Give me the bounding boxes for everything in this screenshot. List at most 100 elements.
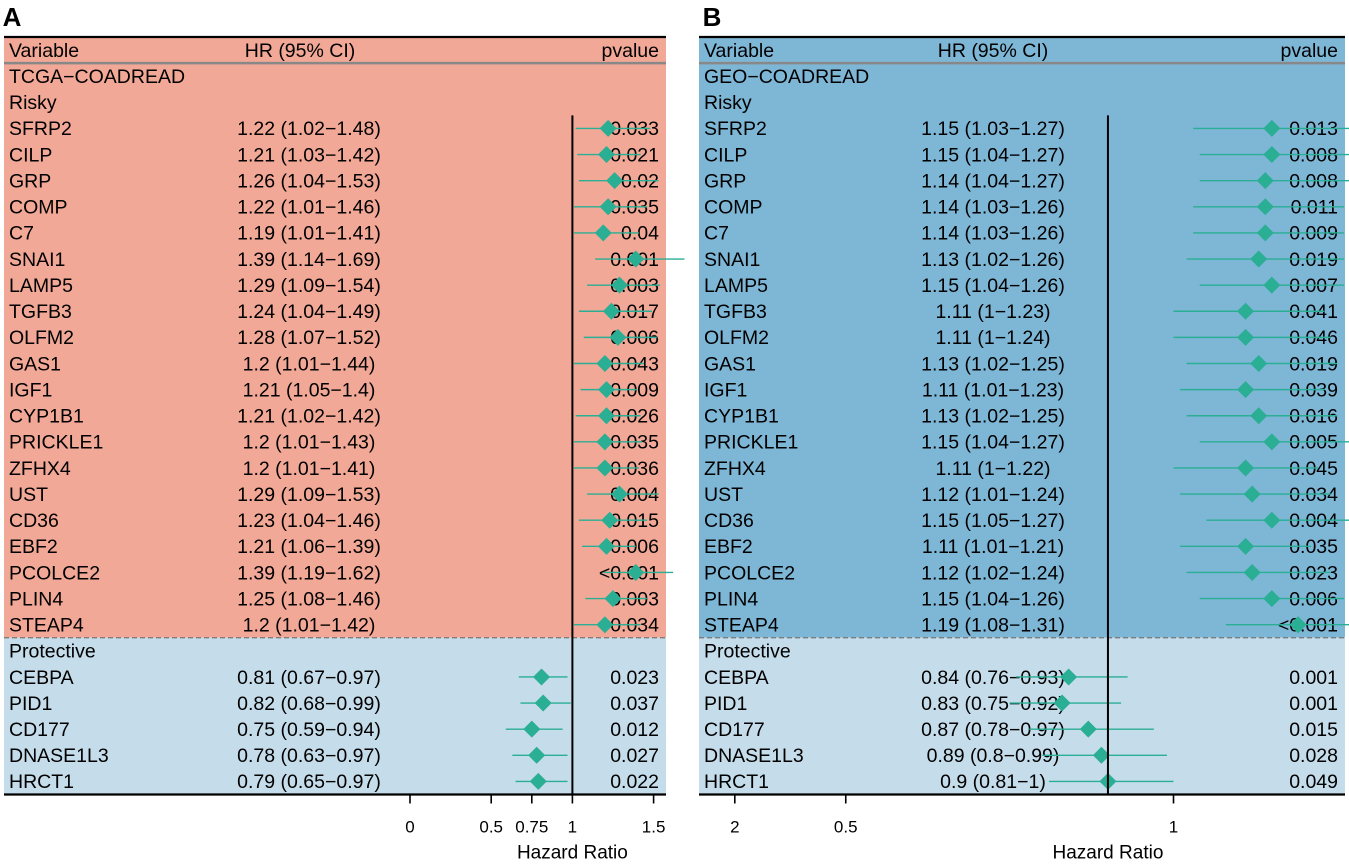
row-variable-gas1: GAS1 <box>704 353 756 375</box>
row-variable-dnase1l3: DNASE1L3 <box>9 745 109 767</box>
row-variable-hrct1: HRCT1 <box>9 771 74 793</box>
row-variable-tgfb3: TGFB3 <box>704 301 767 323</box>
row-variable-hrct1: HRCT1 <box>704 771 769 793</box>
row-hr-prickle1: 1.15 (1.04−1.27) <box>921 432 1065 454</box>
row-hr-comp: 1.22 (1.01−1.46) <box>237 197 381 219</box>
row-variable-sfrp2: SFRP2 <box>704 118 767 140</box>
row-pvalue-sfrp2: 0.033 <box>610 118 659 140</box>
row-variable-sfrp2: SFRP2 <box>9 118 72 140</box>
row-variable-pid1: PID1 <box>704 693 747 715</box>
hr-marker-pid1 <box>534 694 552 712</box>
row-pvalue-comp: 0.011 <box>1291 197 1338 219</box>
row-pvalue-plin4: 0.006 <box>1289 588 1338 610</box>
hr-marker-pid1 <box>1053 694 1071 712</box>
row-pvalue-cd36: 0.015 <box>610 510 659 532</box>
row-variable-plin4: PLIN4 <box>704 588 758 610</box>
row-variable-prickle1: PRICKLE1 <box>704 432 798 454</box>
group-label-protective: Protective <box>9 641 96 663</box>
row-pvalue-gas1: 0.043 <box>610 353 659 375</box>
hr-marker-c7 <box>594 224 612 242</box>
hr-marker-cd36 <box>601 511 619 529</box>
row-hr-dnase1l3: 0.89 (0.8−0.99) <box>927 745 1060 767</box>
row-variable-dnase1l3: DNASE1L3 <box>704 745 804 767</box>
hr-marker-cyp1b1 <box>1250 407 1268 425</box>
hr-marker-cilp <box>1263 146 1281 164</box>
row-hr-lamp5: 1.29 (1.09−1.54) <box>237 275 381 297</box>
column-header-variable: Variable <box>704 40 774 62</box>
row-hr-cd177: 0.87 (0.78−0.97) <box>921 719 1065 741</box>
axis-tick-label: 0.5 <box>834 817 858 836</box>
protective-section-background <box>4 637 666 795</box>
row-variable-olfm2: OLFM2 <box>704 327 769 349</box>
row-pvalue-pcolce2: 0.023 <box>1289 562 1338 584</box>
hr-marker-cebpa <box>1060 668 1078 686</box>
hr-marker-prickle1 <box>596 433 614 451</box>
row-pvalue-steap4: 0.034 <box>610 615 659 637</box>
protective-section-background <box>699 637 1345 795</box>
column-header-pvalue: pvalue <box>1281 40 1338 62</box>
hr-marker-prickle1 <box>1263 433 1281 451</box>
row-pvalue-zfhx4: 0.036 <box>610 458 659 480</box>
row-hr-pid1: 0.82 (0.68−0.99) <box>237 693 381 715</box>
row-hr-olfm2: 1.11 (1−1.24) <box>935 327 1050 349</box>
row-variable-zfhx4: ZFHX4 <box>9 458 71 480</box>
hr-marker-gas1 <box>596 355 614 372</box>
row-variable-plin4: PLIN4 <box>9 588 63 610</box>
row-pvalue-cyp1b1: 0.016 <box>1289 406 1338 428</box>
row-hr-cyp1b1: 1.21 (1.02−1.42) <box>237 406 381 428</box>
row-hr-sfrp2: 1.15 (1.03−1.27) <box>921 118 1065 140</box>
row-pvalue-hrct1: 0.022 <box>610 771 659 793</box>
row-hr-snai1: 1.13 (1.02−1.26) <box>921 249 1065 271</box>
row-pvalue-dnase1l3: 0.028 <box>1289 745 1338 767</box>
row-variable-c7: C7 <box>704 223 729 245</box>
row-hr-dnase1l3: 0.78 (0.63−0.97) <box>237 745 381 767</box>
hr-marker-dnase1l3 <box>1092 746 1110 764</box>
row-pvalue-ust: 0.034 <box>1289 484 1338 506</box>
row-hr-plin4: 1.25 (1.08−1.46) <box>237 588 381 610</box>
row-hr-cyp1b1: 1.13 (1.02−1.25) <box>921 406 1065 428</box>
row-hr-cilp: 1.15 (1.04−1.27) <box>921 144 1065 166</box>
row-hr-c7: 1.14 (1.03−1.26) <box>921 223 1065 245</box>
row-pvalue-ebf2: 0.035 <box>1289 536 1338 558</box>
column-header-hr: HR (95% CI) <box>245 40 356 62</box>
row-pvalue-cd36: 0.004 <box>1289 510 1338 532</box>
row-variable-cd36: CD36 <box>704 510 754 532</box>
row-hr-pcolce2: 1.12 (1.02−1.24) <box>921 562 1065 584</box>
hr-marker-c7 <box>1256 224 1274 242</box>
row-hr-zfhx4: 1.2 (1.01−1.41) <box>243 458 376 480</box>
row-hr-pid1: 0.83 (0.75−0.92) <box>921 693 1065 715</box>
hr-marker-ebf2 <box>598 537 616 555</box>
row-hr-cd177: 0.75 (0.59−0.94) <box>237 719 381 741</box>
row-pvalue-pid1: 0.001 <box>1289 693 1338 715</box>
row-variable-ebf2: EBF2 <box>704 536 753 558</box>
row-pvalue-hrct1: 0.049 <box>1289 771 1338 793</box>
row-hr-ebf2: 1.21 (1.06−1.39) <box>237 536 381 558</box>
row-hr-pcolce2: 1.39 (1.19−1.62) <box>237 562 381 584</box>
axis-tick-label: 1.5 <box>642 817 666 836</box>
row-variable-cd177: CD177 <box>704 719 765 741</box>
hr-marker-igf1 <box>598 381 616 399</box>
row-hr-olfm2: 1.28 (1.07−1.52) <box>237 327 381 349</box>
dataset-label: TCGA−COADREAD <box>9 66 185 88</box>
row-pvalue-cd177: 0.015 <box>1289 719 1338 741</box>
row-variable-cebpa: CEBPA <box>704 667 769 689</box>
row-variable-igf1: IGF1 <box>9 379 52 401</box>
row-pvalue-cyp1b1: 0.026 <box>610 406 659 428</box>
panel-b-geo-coadread: B Variable HR (95% CI) pvalue GEO−COADREAD Ri… <box>699 2 1349 863</box>
row-hr-cilp: 1.21 (1.03−1.42) <box>237 144 381 166</box>
row-pvalue-grp: 0.008 <box>1289 170 1338 192</box>
row-variable-steap4: STEAP4 <box>9 615 84 637</box>
row-variable-cilp: CILP <box>9 144 52 166</box>
row-hr-igf1: 1.21 (1.05−1.4) <box>243 379 376 401</box>
risky-section-background <box>4 37 666 638</box>
axis-tick-label: 0.5 <box>479 817 503 836</box>
hr-marker-cebpa <box>533 668 551 686</box>
row-pvalue-igf1: 0.039 <box>1289 379 1338 401</box>
row-hr-cd36: 1.23 (1.04−1.46) <box>237 510 381 532</box>
row-variable-lamp5: LAMP5 <box>704 275 768 297</box>
hr-marker-comp <box>599 198 617 216</box>
row-pvalue-cilp: 0.021 <box>610 144 659 166</box>
row-variable-cd36: CD36 <box>9 510 59 532</box>
row-pvalue-lamp5: 0.007 <box>1289 275 1338 297</box>
row-variable-igf1: IGF1 <box>704 379 747 401</box>
